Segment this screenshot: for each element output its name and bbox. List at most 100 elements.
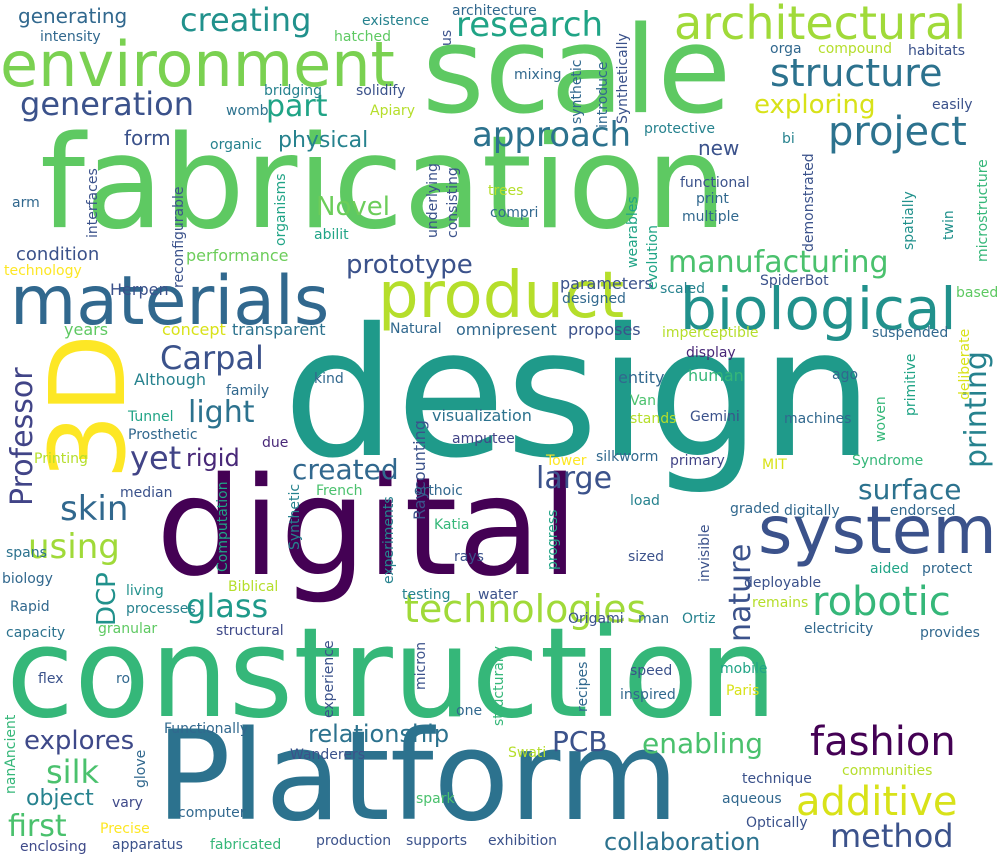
cloud-word: parameters <box>560 274 653 293</box>
cloud-word: recipes <box>575 661 591 712</box>
cloud-word: aqueous <box>722 791 782 807</box>
cloud-word: SpiderBot <box>760 273 829 289</box>
cloud-word: Printing <box>34 451 88 467</box>
cloud-word: fashion <box>810 719 956 765</box>
cloud-word: experience <box>321 640 337 718</box>
cloud-word: twin <box>941 210 957 240</box>
cloud-word: environment <box>0 28 395 101</box>
cloud-word: Optically <box>746 815 808 831</box>
cloud-word: scale <box>422 2 732 141</box>
cloud-word: new <box>698 136 740 160</box>
cloud-word: organisms <box>273 173 289 246</box>
cloud-word: design <box>283 290 874 497</box>
cloud-word: condition <box>16 244 100 265</box>
cloud-word: structural <box>216 623 284 639</box>
cloud-word: trees <box>488 183 524 199</box>
cloud-word: graded <box>730 501 780 517</box>
cloud-word: light <box>188 395 255 430</box>
cloud-word: years <box>64 320 109 339</box>
cloud-word: sized <box>628 549 665 565</box>
cloud-word: suspended <box>872 325 949 341</box>
cloud-word: research <box>456 5 604 45</box>
cloud-word: Paris <box>726 683 760 699</box>
cloud-word: orga <box>770 41 802 57</box>
cloud-word: Biblical <box>228 579 279 595</box>
cloud-word: Origami <box>568 611 624 627</box>
cloud-word: protect <box>922 561 973 577</box>
cloud-word: Van <box>630 393 656 409</box>
cloud-word: Novel <box>316 192 390 222</box>
cloud-word: wearables <box>625 196 641 268</box>
cloud-word: Professor <box>5 367 40 506</box>
cloud-word: abilit <box>314 227 349 243</box>
cloud-word: prototype <box>346 250 473 280</box>
cloud-word: nanAncient <box>3 714 19 794</box>
cloud-word: designed <box>562 291 626 307</box>
cloud-word: performance <box>186 246 289 265</box>
cloud-word: Synthetic <box>287 483 303 550</box>
cloud-word: human <box>688 366 744 385</box>
cloud-word: DCP <box>92 572 122 626</box>
cloud-word: endorsed <box>890 503 956 519</box>
cloud-word: Wanderers <box>290 747 366 763</box>
cloud-word: synthetic <box>569 59 585 124</box>
cloud-word: habitats <box>908 43 966 59</box>
cloud-word: functional <box>680 175 750 191</box>
cloud-word: remains <box>752 595 809 611</box>
cloud-word: Katia <box>434 517 470 533</box>
cloud-word: processes <box>126 601 196 617</box>
cloud-word: orthoic <box>414 483 463 499</box>
cloud-word: ro <box>116 671 131 687</box>
cloud-word: Gemini <box>690 409 740 425</box>
cloud-word: deliberate <box>957 328 973 400</box>
cloud-word: based <box>956 285 999 301</box>
cloud-word: production <box>316 833 392 849</box>
cloud-word: generation <box>20 85 195 123</box>
cloud-word: transparent <box>232 320 326 339</box>
cloud-word: imperceptible <box>662 325 759 341</box>
cloud-word: demonstrated <box>801 153 817 252</box>
cloud-word: entity <box>618 368 665 387</box>
cloud-word: omnipresent <box>456 320 557 339</box>
cloud-word: nature <box>723 543 758 642</box>
cloud-word: water <box>478 587 518 603</box>
cloud-word: project <box>828 109 967 155</box>
cloud-word: fabricated <box>210 837 282 853</box>
cloud-word: Ortiz <box>682 611 716 627</box>
cloud-word: product <box>378 259 625 333</box>
cloud-word: Apiary <box>370 103 415 119</box>
cloud-word: bridging <box>264 83 322 99</box>
cloud-word: Carpal <box>160 339 264 377</box>
cloud-word: granular <box>98 621 158 637</box>
cloud-word: using <box>28 527 120 567</box>
cloud-word: reconfigurable <box>171 186 187 289</box>
cloud-word: large <box>536 461 613 496</box>
cloud-word: visualization <box>432 406 532 425</box>
cloud-word: us <box>439 29 455 46</box>
cloud-word: spans <box>6 545 47 561</box>
cloud-word: experiments <box>381 496 397 584</box>
cloud-word: structurally <box>491 646 507 726</box>
cloud-word: mobile <box>720 661 768 677</box>
cloud-word: aided <box>870 561 909 577</box>
cloud-word: organic <box>210 137 263 153</box>
cloud-word: woven <box>873 396 889 442</box>
cloud-word: digitally <box>784 503 840 519</box>
cloud-word: scaled <box>660 281 705 297</box>
cloud-word: easily <box>932 97 973 113</box>
cloud-word: glove <box>133 749 149 788</box>
cloud-word: enclosing <box>20 839 87 855</box>
cloud-word: concept <box>162 320 226 339</box>
cloud-word: PCB <box>552 725 608 758</box>
cloud-word: relationship <box>308 720 450 748</box>
cloud-word: additive <box>796 779 958 825</box>
cloud-word: stands <box>630 411 677 427</box>
cloud-word: materials <box>10 262 330 341</box>
cloud-word: system <box>758 492 997 569</box>
cloud-word: method <box>830 817 954 855</box>
cloud-word: construction <box>6 602 778 746</box>
cloud-word: first <box>8 809 67 844</box>
cloud-word: created <box>292 453 399 486</box>
cloud-word: intensity <box>40 29 101 45</box>
cloud-word: micron <box>413 641 429 690</box>
